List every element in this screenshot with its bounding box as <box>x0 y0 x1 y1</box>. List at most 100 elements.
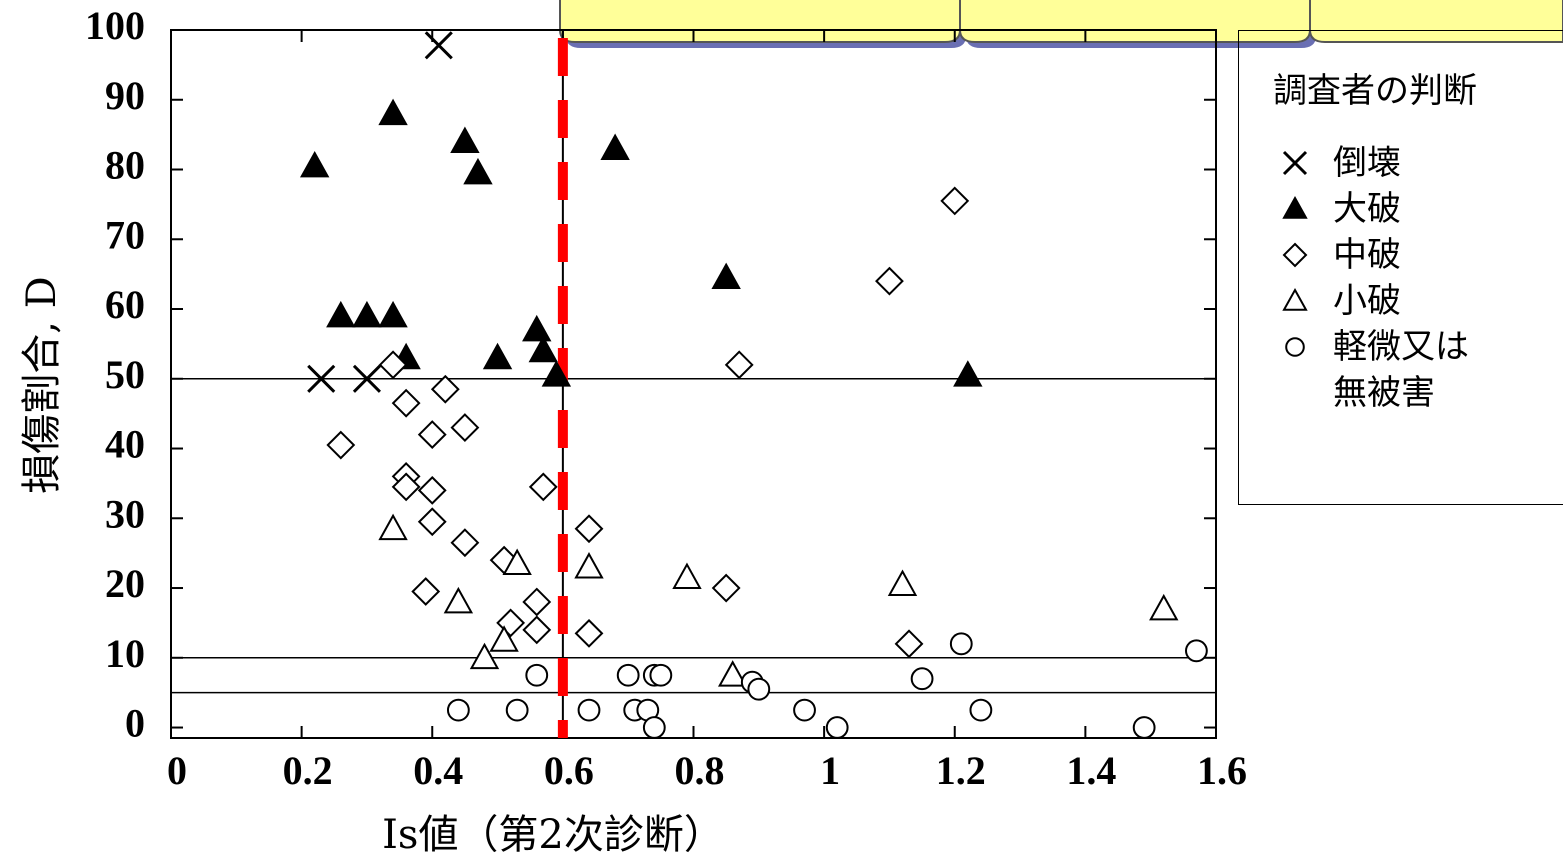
legend: 調査者の判断 倒壊 大破中破 小破 軽微又は無被害 <box>1238 30 1563 505</box>
marker-triangle <box>463 157 493 185</box>
callouts <box>559 0 1563 48</box>
marker-diamond <box>522 615 552 645</box>
marker-circle <box>969 698 993 722</box>
x-tick-label: 0 <box>167 748 187 793</box>
marker-diamond <box>378 350 408 380</box>
x-tick-label: 1.4 <box>1066 748 1116 793</box>
legend-entry: 倒壊 <box>1273 140 1563 186</box>
marker-circle <box>642 716 666 739</box>
marker-triangle <box>1282 287 1308 311</box>
marker-circle <box>616 663 640 687</box>
x-tick-label: 1 <box>820 748 840 793</box>
marker-diamond <box>417 475 447 505</box>
marker-triangle <box>378 98 408 126</box>
marker-triangle <box>1149 593 1179 621</box>
marker-diamond <box>522 587 552 617</box>
marker-triangle <box>1282 195 1308 219</box>
marker-triangle <box>717 660 748 687</box>
x-tick-label: 0.4 <box>413 748 463 793</box>
marker-triangle <box>450 126 480 154</box>
legend-symbol <box>1285 337 1305 357</box>
legend-title: 調査者の判断 <box>1273 71 1477 111</box>
x-tick-label: 0.6 <box>544 748 594 793</box>
marker-triangle <box>528 335 558 363</box>
marker-triangle <box>482 342 513 370</box>
marker-circle <box>747 677 771 701</box>
y-tick-label: 90 <box>105 73 145 118</box>
x-tick-label: 0.8 <box>675 748 725 793</box>
marker-triangle <box>378 513 408 541</box>
marker-diamond <box>1282 242 1308 268</box>
marker-diamond <box>450 413 480 443</box>
y-tick-label: 80 <box>105 143 145 188</box>
marker-triangle <box>502 548 532 576</box>
marker-diamond <box>574 618 604 648</box>
marker-diamond <box>430 374 460 404</box>
marker-diamond <box>528 472 558 502</box>
marker-triangle <box>672 562 702 589</box>
marker-diamond <box>875 266 904 296</box>
marker-circle <box>825 716 849 739</box>
marker-circle <box>525 663 549 687</box>
marker-diamond <box>711 573 741 603</box>
legend-label: 中破 <box>1333 235 1401 275</box>
marker-diamond <box>417 507 447 537</box>
marker-diamond <box>417 420 447 449</box>
legend-label: 軽微又は無被害 <box>1333 327 1469 413</box>
legend-symbol <box>1282 287 1308 311</box>
y-tick-label: 50 <box>105 352 145 397</box>
legend-entry: 小破 <box>1273 278 1563 324</box>
marker-triangle <box>541 360 572 387</box>
legend-symbol <box>1282 242 1308 268</box>
marker-circle <box>577 698 601 722</box>
marker-diamond <box>411 577 441 606</box>
marker-circle <box>505 698 529 722</box>
legend-entry: 中破 <box>1273 232 1563 278</box>
marker-x <box>424 31 453 60</box>
legend-entry: 軽微又は無被害 <box>1273 324 1563 416</box>
marker-diamond <box>391 388 421 418</box>
y-tick-label: 100 <box>85 3 145 48</box>
y-tick-label: 20 <box>105 561 145 606</box>
marker-circle <box>649 663 673 687</box>
marker-triangle <box>299 150 330 178</box>
marker-circle <box>1132 716 1156 739</box>
y-tick-label: 0 <box>125 701 145 746</box>
marker-circle <box>910 667 934 691</box>
marker-diamond <box>574 514 604 544</box>
marker-circle <box>949 632 973 656</box>
marker-x <box>307 364 336 393</box>
y-tick-label: 60 <box>105 282 145 327</box>
y-axis-label: 損傷割合, D <box>19 276 65 494</box>
marker-diamond <box>450 528 480 558</box>
marker-diamond <box>894 629 924 659</box>
legend-entry: 大破 <box>1273 186 1563 232</box>
marker-triangle <box>574 552 604 579</box>
marker-triangle <box>711 262 741 290</box>
y-tick-label: 10 <box>105 631 145 676</box>
x-tick-label: 1.6 <box>1197 748 1247 793</box>
marker-triangle <box>522 314 552 342</box>
marker-diamond <box>940 186 970 216</box>
x-tick-label: 1.2 <box>936 748 986 793</box>
marker-triangle <box>352 300 382 328</box>
marker-circle <box>446 698 470 722</box>
marker-circle <box>1185 639 1208 663</box>
y-tick-label: 40 <box>105 422 145 467</box>
marker-diamond <box>391 472 421 502</box>
marker-triangle <box>953 360 983 387</box>
marker-triangle <box>489 625 519 652</box>
y-tick-label: 70 <box>105 212 145 257</box>
marker-triangle <box>600 133 630 160</box>
marker-triangle <box>326 300 356 328</box>
x-tick-label: 0.2 <box>283 748 333 793</box>
marker-diamond <box>326 430 356 460</box>
marker-triangle <box>469 642 500 670</box>
legend-symbol <box>1282 150 1308 176</box>
legend-symbol <box>1282 195 1308 219</box>
legend-label: 大破 <box>1333 189 1401 229</box>
marker-triangle <box>443 586 474 614</box>
marker-triangle <box>887 569 918 596</box>
